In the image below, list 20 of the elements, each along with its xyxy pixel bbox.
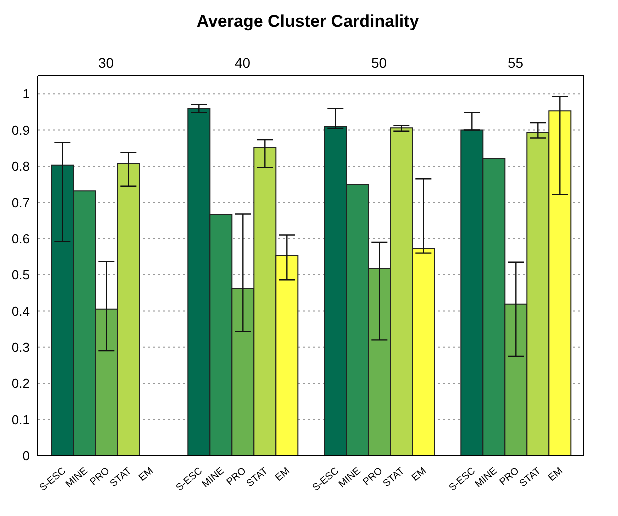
y-tick-label: 1 (22, 86, 30, 102)
chart-title: Average Cluster Cardinality (196, 12, 420, 31)
x-tick-label: 30 (98, 55, 114, 71)
y-tick-label: 0.2 (12, 376, 30, 392)
y-tick-label: 0.1 (12, 412, 30, 428)
y-tick-label: 0 (22, 448, 30, 464)
x-tick-label: 50 (371, 55, 388, 71)
y-tick-label: 0.5 (12, 268, 30, 283)
text: EM (546, 466, 566, 484)
y-tick-label: 0.8 (12, 159, 30, 174)
y-tick-label: 0.3 (12, 340, 30, 356)
y-tick-label: 0.6 (12, 231, 30, 246)
x-tick-label: 40 (234, 55, 251, 71)
text: EM (410, 466, 429, 484)
x-tick-label: 55 (508, 55, 524, 71)
y-tick-label: 0.9 (12, 122, 30, 138)
text: EM (274, 466, 292, 484)
y-tick-label: 0.4 (12, 304, 30, 319)
text: EM (137, 466, 156, 484)
y-tick-label: 0.7 (12, 195, 30, 210)
